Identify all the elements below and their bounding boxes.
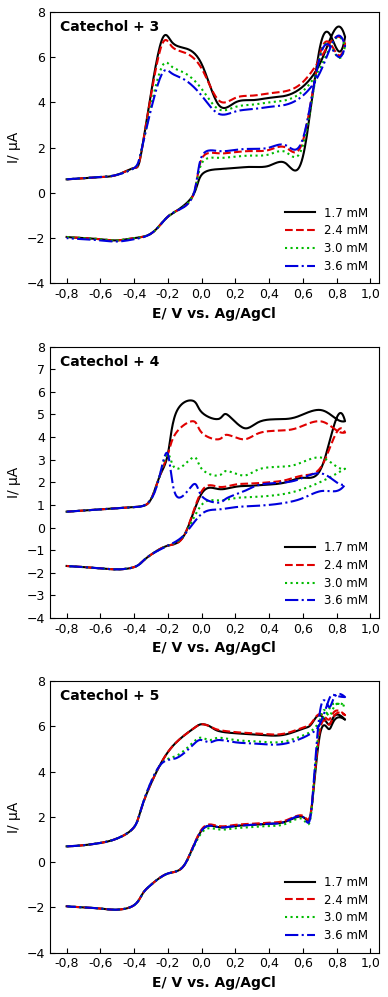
X-axis label: E/ V vs. Ag/AgCl: E/ V vs. Ag/AgCl bbox=[152, 307, 276, 321]
Legend: 1.7 mM, 2.4 mM, 3.0 mM, 3.6 mM: 1.7 mM, 2.4 mM, 3.0 mM, 3.6 mM bbox=[281, 871, 373, 947]
Y-axis label: I/ μA: I/ μA bbox=[7, 132, 21, 164]
Legend: 1.7 mM, 2.4 mM, 3.0 mM, 3.6 mM: 1.7 mM, 2.4 mM, 3.0 mM, 3.6 mM bbox=[281, 536, 373, 612]
Text: Catechol + 3: Catechol + 3 bbox=[60, 20, 159, 34]
Text: Catechol + 5: Catechol + 5 bbox=[60, 689, 159, 703]
X-axis label: E/ V vs. Ag/AgCl: E/ V vs. Ag/AgCl bbox=[152, 641, 276, 655]
Y-axis label: I/ μA: I/ μA bbox=[7, 802, 21, 832]
X-axis label: E/ V vs. Ag/AgCl: E/ V vs. Ag/AgCl bbox=[152, 976, 276, 990]
Legend: 1.7 mM, 2.4 mM, 3.0 mM, 3.6 mM: 1.7 mM, 2.4 mM, 3.0 mM, 3.6 mM bbox=[281, 201, 373, 277]
Y-axis label: I/ μA: I/ μA bbox=[7, 467, 21, 498]
Text: Catechol + 4: Catechol + 4 bbox=[60, 355, 159, 369]
